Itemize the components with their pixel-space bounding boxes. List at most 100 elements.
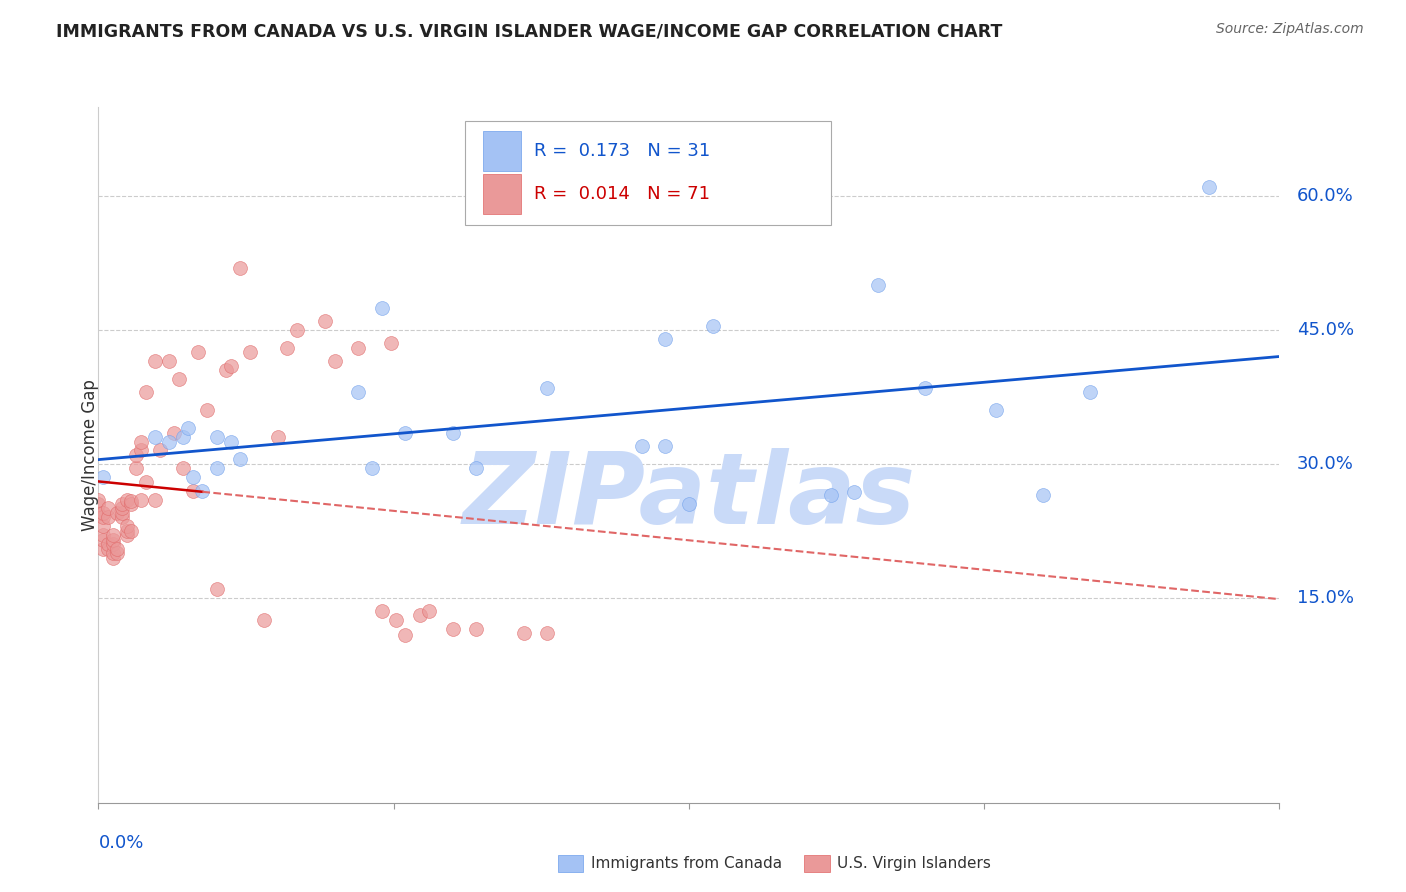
Point [101, 546, 124, 560]
Point [163, 425, 186, 440]
Point [135, 385, 157, 400]
Point [276, 341, 298, 355]
Point [87, 492, 110, 507]
Text: 45.0%: 45.0% [1298, 321, 1354, 339]
Point [129, 443, 152, 458]
Point [205, 461, 228, 475]
Point [820, 488, 842, 502]
Point [105, 546, 128, 560]
Text: ZIPatlas: ZIPatlas [463, 448, 915, 545]
Text: 60.0%: 60.0% [1298, 187, 1354, 205]
Point [143, 492, 166, 507]
Point [149, 443, 172, 458]
Point [105, 506, 128, 520]
Point [91, 541, 114, 556]
Point [361, 461, 384, 475]
Point [111, 510, 134, 524]
Point [143, 430, 166, 444]
Point [314, 314, 336, 328]
Point [371, 604, 394, 618]
Point [229, 452, 252, 467]
Point [121, 497, 143, 511]
Point [172, 430, 194, 444]
Point [866, 278, 889, 293]
Point [385, 613, 408, 627]
Text: IMMIGRANTS FROM CANADA VS U.S. VIRGIN ISLANDER WAGE/INCOME GAP CORRELATION CHART: IMMIGRANTS FROM CANADA VS U.S. VIRGIN IS… [56, 22, 1002, 40]
Point [105, 541, 128, 556]
Point [536, 381, 558, 395]
Text: R =  0.014   N = 71: R = 0.014 N = 71 [534, 185, 710, 203]
Point [187, 345, 209, 359]
Text: 15.0%: 15.0% [1298, 589, 1354, 607]
Point [125, 448, 148, 462]
Point [91, 510, 114, 524]
Point [229, 260, 252, 275]
Point [167, 372, 190, 386]
Point [347, 385, 370, 400]
Point [253, 613, 276, 627]
Point [630, 439, 652, 453]
Y-axis label: Wage/Income Gap: Wage/Income Gap [82, 379, 98, 531]
Point [101, 550, 124, 565]
Point [91, 519, 114, 533]
Point [115, 492, 138, 507]
Text: 0.0%: 0.0% [98, 834, 143, 852]
Point [172, 461, 194, 475]
Point [97, 541, 120, 556]
Point [205, 430, 228, 444]
Point [1080, 385, 1102, 400]
Point [465, 461, 488, 475]
Point [91, 528, 114, 542]
Point [115, 524, 138, 538]
Point [129, 492, 152, 507]
Point [97, 510, 120, 524]
Point [91, 506, 114, 520]
Point [191, 483, 214, 498]
Point [844, 485, 866, 500]
Point [177, 421, 200, 435]
Point [143, 354, 166, 368]
Point [1032, 488, 1054, 502]
Point [121, 494, 143, 508]
Point [1198, 180, 1220, 194]
Point [465, 622, 488, 636]
Point [512, 626, 534, 640]
Point [91, 470, 114, 484]
FancyBboxPatch shape [484, 131, 522, 170]
Point [678, 497, 700, 511]
Point [394, 425, 416, 440]
Point [239, 345, 262, 359]
Point [101, 533, 124, 547]
Point [181, 483, 204, 498]
Point [97, 537, 120, 551]
Point [91, 533, 114, 547]
FancyBboxPatch shape [484, 174, 522, 214]
Point [135, 475, 157, 489]
Point [536, 626, 558, 640]
Text: Immigrants from Canada: Immigrants from Canada [591, 856, 782, 871]
Point [111, 506, 134, 520]
Point [654, 439, 676, 453]
Point [115, 519, 138, 533]
Point [205, 582, 228, 596]
Point [87, 506, 110, 520]
Point [181, 470, 204, 484]
Point [101, 528, 124, 542]
Point [129, 434, 152, 449]
Point [219, 359, 242, 373]
Point [267, 430, 290, 444]
Point [157, 434, 180, 449]
Text: 30.0%: 30.0% [1298, 455, 1354, 473]
Point [984, 403, 1007, 417]
Text: U.S. Virgin Islanders: U.S. Virgin Islanders [837, 856, 990, 871]
Point [347, 341, 370, 355]
Point [219, 434, 242, 449]
Point [418, 604, 440, 618]
Point [371, 301, 394, 315]
Point [323, 354, 346, 368]
Point [441, 622, 464, 636]
Point [654, 332, 676, 346]
Point [702, 318, 724, 333]
Point [914, 381, 936, 395]
Point [441, 425, 464, 440]
